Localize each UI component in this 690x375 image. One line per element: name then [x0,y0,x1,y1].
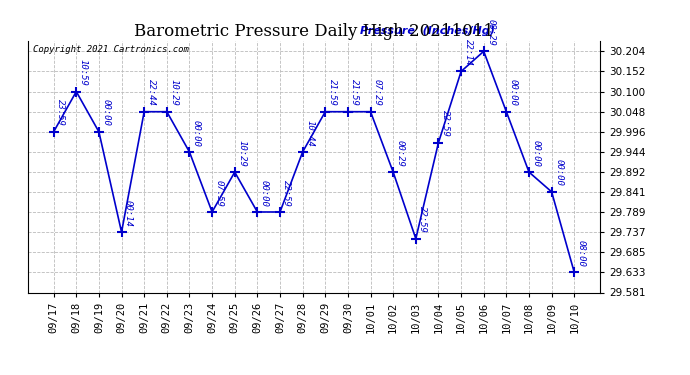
Text: 07:59: 07:59 [215,180,224,206]
Text: Copyright 2021 Cartronics.com: Copyright 2021 Cartronics.com [33,45,189,54]
Text: 00:00: 00:00 [554,159,563,186]
Text: 00:29: 00:29 [395,140,404,166]
Text: 10:29: 10:29 [169,79,178,106]
Text: 00:00: 00:00 [260,180,269,206]
Text: 23:59: 23:59 [56,99,65,126]
Title: Barometric Pressure Daily High 20211011: Barometric Pressure Daily High 20211011 [134,23,494,40]
Text: 22:59: 22:59 [418,206,427,233]
Text: 21:59: 21:59 [351,79,359,106]
Text: 10:44: 10:44 [305,120,314,146]
Text: 08:00: 08:00 [577,240,586,267]
Text: Pressure  (Inches/Hg): Pressure (Inches/Hg) [359,26,495,36]
Text: 21:59: 21:59 [328,79,337,106]
Text: 00:00: 00:00 [192,120,201,146]
Text: 00:00: 00:00 [101,99,110,126]
Text: 22:59: 22:59 [441,110,450,137]
Text: 00:00: 00:00 [531,140,540,166]
Text: 22:44: 22:44 [146,79,156,106]
Text: 07:29: 07:29 [373,79,382,106]
Text: 10:59: 10:59 [79,59,88,86]
Text: 00:00: 00:00 [509,79,518,106]
Text: 22:14: 22:14 [464,39,473,66]
Text: 00:14: 00:14 [124,200,133,226]
Text: 10:29: 10:29 [237,140,246,166]
Text: 08:29: 08:29 [486,19,495,46]
Text: 22:59: 22:59 [282,180,291,206]
